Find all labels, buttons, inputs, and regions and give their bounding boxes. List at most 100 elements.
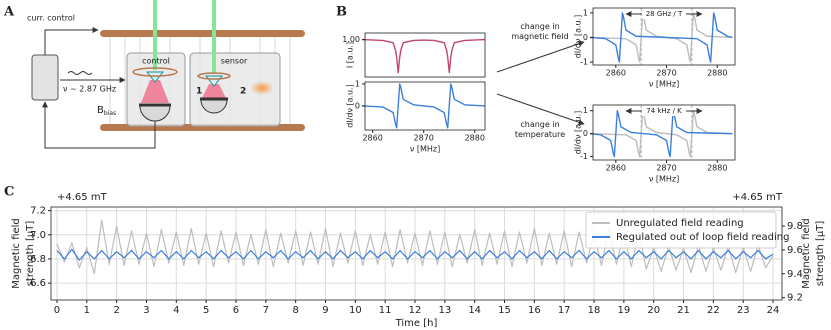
plot-frame <box>592 104 736 161</box>
plot-frame <box>364 32 486 78</box>
x-tick-label: 11 <box>379 305 392 316</box>
y-axis-label: strength [µT] <box>25 221 36 287</box>
plot-frame <box>592 7 736 66</box>
x-tick-label: 2870 <box>656 164 676 173</box>
x-tick-label: 18 <box>588 305 601 316</box>
x-tick-label: 10 <box>349 305 362 316</box>
coil <box>100 30 305 37</box>
arrow <box>496 40 585 73</box>
y-tick-label: 6.6 <box>30 278 46 289</box>
legend-box <box>585 211 777 249</box>
x-tick-label: 12 <box>409 305 422 316</box>
y-axis-label: strength [µT] <box>815 221 826 287</box>
panel-label: C <box>4 185 14 200</box>
data-line <box>590 12 733 63</box>
x-tick-label: 2860 <box>606 69 626 78</box>
x-tick-label: 14 <box>468 305 481 316</box>
x-tick-label: 23 <box>737 305 750 316</box>
data-line <box>56 248 774 261</box>
y-tick-label: 6.8 <box>30 254 46 265</box>
x-tick-label: 7 <box>263 305 269 316</box>
y-tick-label: 1 <box>583 106 588 115</box>
arrow-label: change in temperature <box>515 120 565 139</box>
x-tick-label: 9 <box>322 305 328 316</box>
annotation-box <box>642 9 686 19</box>
y2-tick-label: 9.8 <box>787 221 803 232</box>
y-tick-label: 1 <box>583 8 588 17</box>
x-tick-label: 2880 <box>707 164 727 173</box>
feedback-line <box>42 101 156 149</box>
y-tick-label: -1 <box>580 58 588 67</box>
x-tick-label: 2 <box>113 305 119 316</box>
control-line <box>44 27 99 55</box>
fluorescence <box>202 84 226 98</box>
axis-offset-label: +4.65 mT <box>732 192 783 203</box>
y-tick-label: 0 <box>355 101 360 110</box>
annotation-box <box>642 106 686 116</box>
y-axis-label: dI/dν [a.u.] <box>574 111 583 155</box>
arrow-label: change in magnetic field <box>511 22 568 41</box>
y2-tick-label: 9.2 <box>787 293 803 304</box>
x-tick-label: 2870 <box>414 134 434 143</box>
x-tick-label: 24 <box>767 305 780 316</box>
x-tick-label: 5 <box>203 305 209 316</box>
label: B <box>97 105 104 116</box>
x-tick-label: 20 <box>647 305 660 316</box>
label: curr. control <box>27 14 75 23</box>
diamond <box>145 71 165 83</box>
x-tick-label: 2860 <box>362 134 382 143</box>
x-tick-label: 21 <box>677 305 690 316</box>
detector <box>200 99 228 114</box>
label: ν ~ 2.87 GHz <box>63 85 116 94</box>
label: 1 <box>196 87 202 97</box>
x-axis-label: ν [MHz] <box>410 145 440 154</box>
x-tick-label: 13 <box>438 305 451 316</box>
y-axis-label: I [a.u.] <box>346 42 355 68</box>
microwave <box>67 71 93 75</box>
label: sensor <box>221 57 248 66</box>
y-axis-label: Magnetic field <box>801 218 812 289</box>
x-tick-label: 1 <box>84 305 90 316</box>
x-tick-label: 19 <box>617 305 630 316</box>
detector <box>139 105 171 122</box>
fluorescence <box>141 80 169 103</box>
label: Bbias <box>97 105 116 117</box>
generator <box>31 54 59 101</box>
x-tick-label: 2880 <box>465 134 485 143</box>
y-tick-label: 7.0 <box>30 230 46 241</box>
y-tick-label: 0 <box>583 129 588 138</box>
plot-frame <box>50 206 783 301</box>
y-axis-label: dI/dν [a.u.] <box>574 15 583 59</box>
x-tick-label: 16 <box>528 305 541 316</box>
y-tick-label: 1.00 <box>342 35 360 44</box>
x-tick-label: 2880 <box>707 69 727 78</box>
y-tick-label: 0 <box>583 33 588 42</box>
legend-label: Unregulated field reading <box>616 218 744 229</box>
annotation: 28 GHz / T <box>646 10 683 18</box>
y-tick-label: -1 <box>580 152 588 161</box>
x-axis-label: Time [h] <box>395 318 438 329</box>
data-line <box>590 110 733 158</box>
x-axis-label: ν [MHz] <box>649 175 679 184</box>
x-axis-label: ν [MHz] <box>649 80 679 89</box>
panel-label: A <box>3 5 15 20</box>
x-tick-label: 2860 <box>606 164 626 173</box>
y2-tick-label: 9.6 <box>787 245 803 256</box>
axis-offset-label: +4.65 mT <box>57 192 108 203</box>
label: 2 <box>240 87 246 97</box>
annotation: 74 kHz / K <box>646 107 682 115</box>
label: control <box>142 57 170 66</box>
y-axis-label: dI/dν [a.u.] <box>346 84 355 128</box>
y2-tick-label: 9.4 <box>787 269 803 280</box>
x-tick-label: 15 <box>498 305 511 316</box>
x-tick-label: 4 <box>173 305 179 316</box>
coil-ring <box>197 72 231 80</box>
arrow-label: temperature <box>515 130 565 139</box>
x-tick-label: 0 <box>54 305 60 316</box>
x-tick-label: 3 <box>143 305 149 316</box>
x-tick-label: 8 <box>292 305 298 316</box>
x-tick-label: 2870 <box>656 69 676 78</box>
x-tick-label: 6 <box>233 305 239 316</box>
y-tick-label: 7.2 <box>30 206 46 217</box>
